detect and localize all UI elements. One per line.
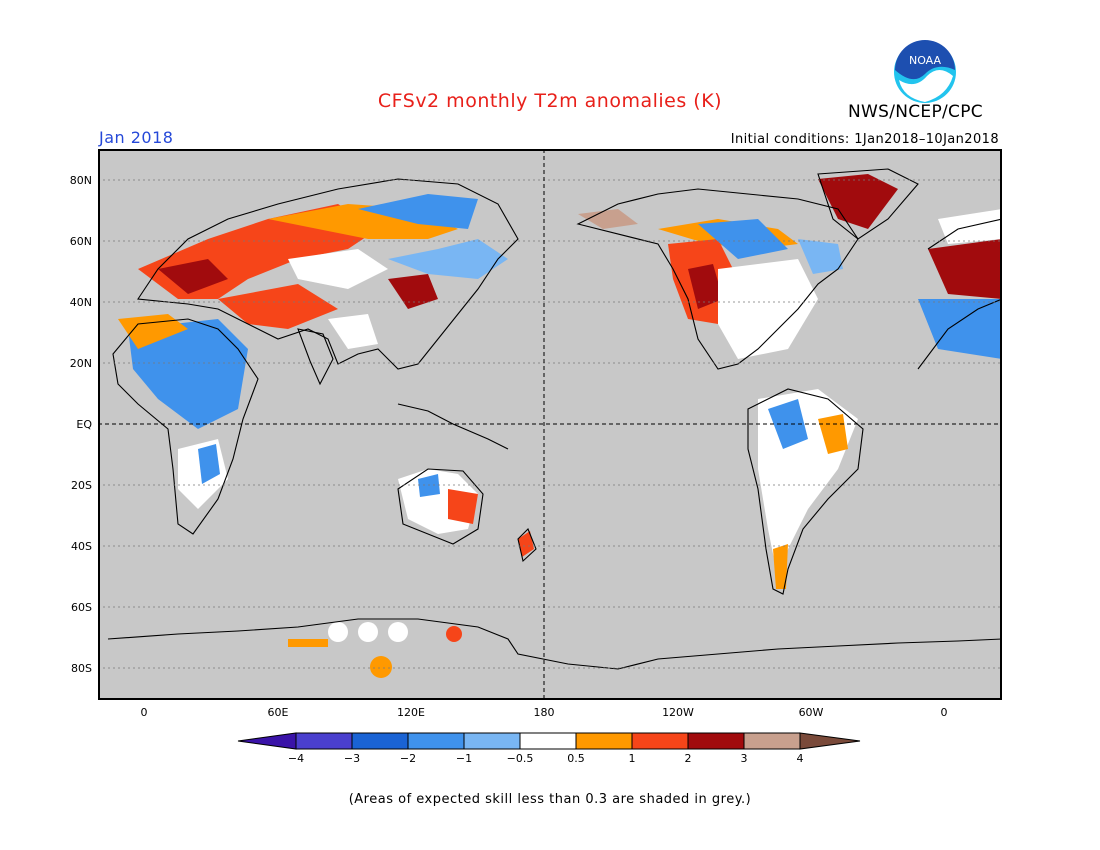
cbar-tick-10: 4 xyxy=(796,752,804,765)
cbar-bin-5 xyxy=(519,732,577,750)
xtick-60e: 60E xyxy=(267,706,289,719)
cbar-tick-7: 1 xyxy=(628,752,636,765)
cbar-tick-5: −0.5 xyxy=(506,752,534,765)
cbar-tick-3: −2 xyxy=(399,752,417,765)
xtick-180: 180 xyxy=(533,706,555,719)
cbar-bin-9 xyxy=(743,732,801,750)
ytick-20s: 20S xyxy=(71,479,92,492)
cbar-tick-9: 3 xyxy=(740,752,748,765)
ytick-40s: 40S xyxy=(71,540,92,553)
logo-text: NOAA xyxy=(909,54,942,67)
anomaly-shading xyxy=(118,174,1002,678)
xtick-120e: 120E xyxy=(397,706,425,719)
coastlines xyxy=(107,168,1003,670)
ytick-eq: EQ xyxy=(76,418,92,431)
cbar-bin-2 xyxy=(351,732,409,750)
xtick-0: 0 xyxy=(140,706,148,719)
forecast-period: Jan 2018 xyxy=(99,128,174,147)
cbar-bin-3 xyxy=(407,732,465,750)
cbar-bin-4 xyxy=(463,732,521,750)
cbar-arrow-right xyxy=(799,732,861,750)
cbar-tick-1: −4 xyxy=(287,752,305,765)
chart-title: CFSv2 monthly T2m anomalies (K) xyxy=(377,90,723,112)
cbar-bin-6 xyxy=(575,732,633,750)
ytick-60n: 60N xyxy=(69,235,92,248)
ytick-80n: 80N xyxy=(69,174,92,187)
cbar-arrow-left xyxy=(237,732,297,750)
xtick-120w: 120W xyxy=(662,706,694,719)
cbar-bin-8 xyxy=(687,732,745,750)
cbar-bin-7 xyxy=(631,732,689,750)
initial-conditions: Initial conditions: 1Jan2018–10Jan2018 xyxy=(730,132,999,147)
cbar-tick-6: 0.5 xyxy=(567,752,585,765)
cbar-bin-1 xyxy=(295,732,353,750)
ytick-20n: 20N xyxy=(69,357,92,370)
cbar-tick-2: −3 xyxy=(343,752,361,765)
xtick-0-right: 0 xyxy=(940,706,948,719)
skill-footnote: (Areas of expected skill less than 0.3 a… xyxy=(348,792,752,807)
cbar-tick-8: 2 xyxy=(684,752,692,765)
world-map xyxy=(98,149,1003,700)
ytick-40n: 40N xyxy=(69,296,92,309)
org-label: NWS/NCEP/CPC xyxy=(848,102,983,122)
xtick-60w: 60W xyxy=(798,706,824,719)
cbar-tick-4: −1 xyxy=(455,752,473,765)
ytick-80s: 80S xyxy=(71,662,92,675)
gridlines xyxy=(98,179,1002,669)
noaa-logo: NOAA xyxy=(893,40,957,104)
colorbar xyxy=(236,730,866,770)
map-frame xyxy=(98,149,1002,700)
ytick-60s: 60S xyxy=(71,601,92,614)
